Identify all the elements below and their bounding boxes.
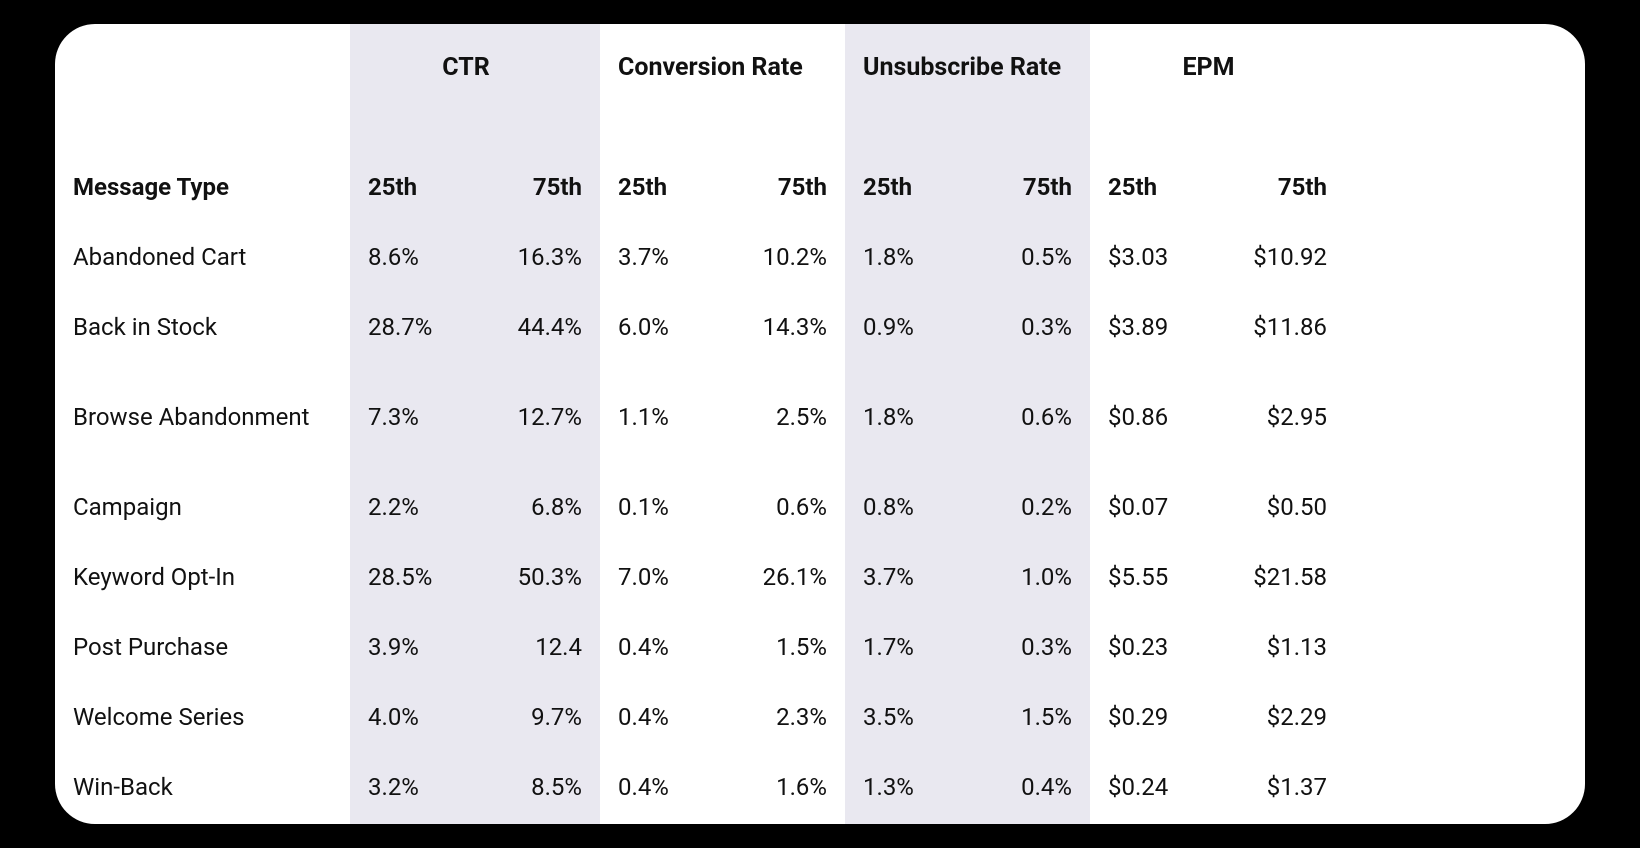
row-label: Keyword Opt-In	[55, 544, 350, 609]
table-cell: $0.07	[1090, 474, 1210, 539]
table-cell: 16.3%	[475, 224, 600, 289]
row-label: Back in Stock	[55, 294, 350, 359]
row-label: Browse Abandonment	[55, 364, 350, 469]
row-label-header: Message Type	[55, 154, 350, 219]
table-cell: 14.3%	[720, 294, 845, 359]
table-cell: 3.7%	[845, 544, 965, 609]
table-cell: 0.1%	[600, 474, 720, 539]
table-cell: 0.4%	[600, 684, 720, 749]
row-label: Campaign	[55, 474, 350, 539]
column-group-header: Unsubscribe Rate	[845, 24, 1090, 149]
table-cell: 0.9%	[845, 294, 965, 359]
table-cell: 1.5%	[965, 684, 1090, 749]
table-cell: 1.7%	[845, 614, 965, 679]
table-cell: 1.0%	[965, 544, 1090, 609]
table-cell: 8.5%	[475, 754, 600, 819]
table-cell: $3.89	[1090, 294, 1210, 359]
table-cell: 0.4%	[600, 614, 720, 679]
table-cell: 26.1%	[720, 544, 845, 609]
column-group-header: EPM	[1090, 24, 1345, 149]
table-cell: $21.58	[1210, 544, 1345, 609]
column-sub-header: 25th	[845, 154, 965, 219]
table-cell: 9.7%	[475, 684, 600, 749]
row-label: Welcome Series	[55, 684, 350, 749]
metrics-table-card: CTRConversion RateUnsubscribe RateEPM Mes…	[55, 24, 1585, 824]
table-cell: 12.4	[475, 614, 600, 679]
table-cell: 8.6%	[350, 224, 475, 289]
table-cell: 28.5%	[350, 544, 475, 609]
column-sub-header: 25th	[600, 154, 720, 219]
column-sub-header: 75th	[475, 154, 600, 219]
table-cell: 3.9%	[350, 614, 475, 679]
table-cell: 4.0%	[350, 684, 475, 749]
table-cell: $0.50	[1210, 474, 1345, 539]
column-sub-header: 75th	[965, 154, 1090, 219]
table-cell: 12.7%	[475, 364, 600, 469]
table-cell: 1.5%	[720, 614, 845, 679]
table-cell: $0.23	[1090, 614, 1210, 679]
table-cell: 2.3%	[720, 684, 845, 749]
table-cell: 1.6%	[720, 754, 845, 819]
table-cell: 1.3%	[845, 754, 965, 819]
table-cell: 28.7%	[350, 294, 475, 359]
header-spacer	[55, 24, 350, 149]
table-cell: 0.8%	[845, 474, 965, 539]
table-cell: 0.2%	[965, 474, 1090, 539]
table-cell: 6.0%	[600, 294, 720, 359]
table-cell: $2.29	[1210, 684, 1345, 749]
table-cell: $10.92	[1210, 224, 1345, 289]
table-cell: $0.86	[1090, 364, 1210, 469]
column-sub-header: 25th	[350, 154, 475, 219]
column-group-header: Conversion Rate	[600, 24, 845, 149]
table-cell: 0.6%	[965, 364, 1090, 469]
table-cell: 1.8%	[845, 224, 965, 289]
table-cell: 50.3%	[475, 544, 600, 609]
table-cell: 0.3%	[965, 294, 1090, 359]
table-cell: 6.8%	[475, 474, 600, 539]
table-cell: 0.4%	[600, 754, 720, 819]
table-cell: 1.1%	[600, 364, 720, 469]
metrics-table: CTRConversion RateUnsubscribe RateEPM Mes…	[55, 24, 1585, 824]
column-sub-header: 75th	[720, 154, 845, 219]
table-cell: 7.3%	[350, 364, 475, 469]
table-cell: 7.0%	[600, 544, 720, 609]
stage: CTRConversion RateUnsubscribe RateEPM Mes…	[0, 0, 1640, 848]
table-cell: $1.13	[1210, 614, 1345, 679]
table-cell: 3.7%	[600, 224, 720, 289]
column-sub-header: 25th	[1090, 154, 1210, 219]
table-cell: 0.4%	[965, 754, 1090, 819]
table-cell: 2.5%	[720, 364, 845, 469]
table-cell: 1.8%	[845, 364, 965, 469]
table-cell: $5.55	[1090, 544, 1210, 609]
table-cell: $0.29	[1090, 684, 1210, 749]
table-cell: $2.95	[1210, 364, 1345, 469]
column-sub-header: 75th	[1210, 154, 1345, 219]
table-cell: $11.86	[1210, 294, 1345, 359]
row-label: Post Purchase	[55, 614, 350, 679]
table-cell: 3.2%	[350, 754, 475, 819]
column-group-header: CTR	[350, 24, 600, 149]
table-cell: 0.3%	[965, 614, 1090, 679]
table-cell: 2.2%	[350, 474, 475, 539]
table-cell: 3.5%	[845, 684, 965, 749]
row-label: Abandoned Cart	[55, 224, 350, 289]
table-cell: $1.37	[1210, 754, 1345, 819]
table-cell: 44.4%	[475, 294, 600, 359]
table-cell: 0.5%	[965, 224, 1090, 289]
table-cell: $0.24	[1090, 754, 1210, 819]
table-cell: 0.6%	[720, 474, 845, 539]
row-label: Win-Back	[55, 754, 350, 819]
table-cell: $3.03	[1090, 224, 1210, 289]
table-cell: 10.2%	[720, 224, 845, 289]
